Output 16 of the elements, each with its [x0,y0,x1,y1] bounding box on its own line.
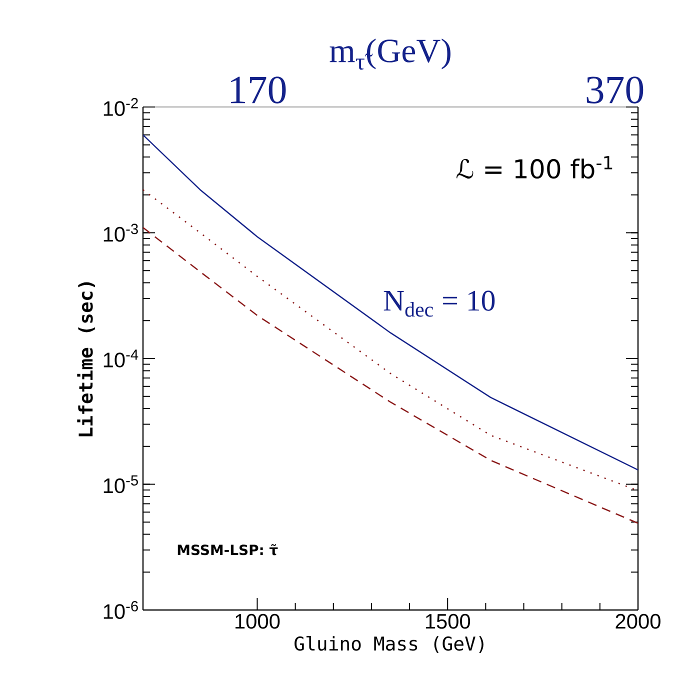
x2-axis-title: m$_{τ̃}$(GeV) [330,38,450,70]
x-tick-label: 1500 [426,614,470,629]
annotation: MSSM-LSP: τ̃ [178,544,278,556]
y-tick-label: 10$^{-4}$ [104,350,138,368]
y-tick-label: 10$^{-6}$ [104,601,138,619]
y-axis-title: Lifetime (sec) [77,282,96,436]
x2-tick-label: 170 [230,76,286,104]
x-tick-label: 1000 [236,614,280,629]
x-tick-label: 2000 [616,614,660,629]
y-tick-label: 10$^{-3}$ [104,224,138,242]
x-axis-title: Gluino Mass (GeV) [294,636,484,653]
series-label: N$_{dec}$ = 10 [384,290,495,317]
x2-tick-label: 370 [586,76,644,104]
annotation: ℒ = 100 fb$^{-1}$ [456,156,612,179]
y-tick-label: 10$^{-5}$ [104,475,138,494]
y-tick-label: 10$^{-2}$ [104,98,138,116]
